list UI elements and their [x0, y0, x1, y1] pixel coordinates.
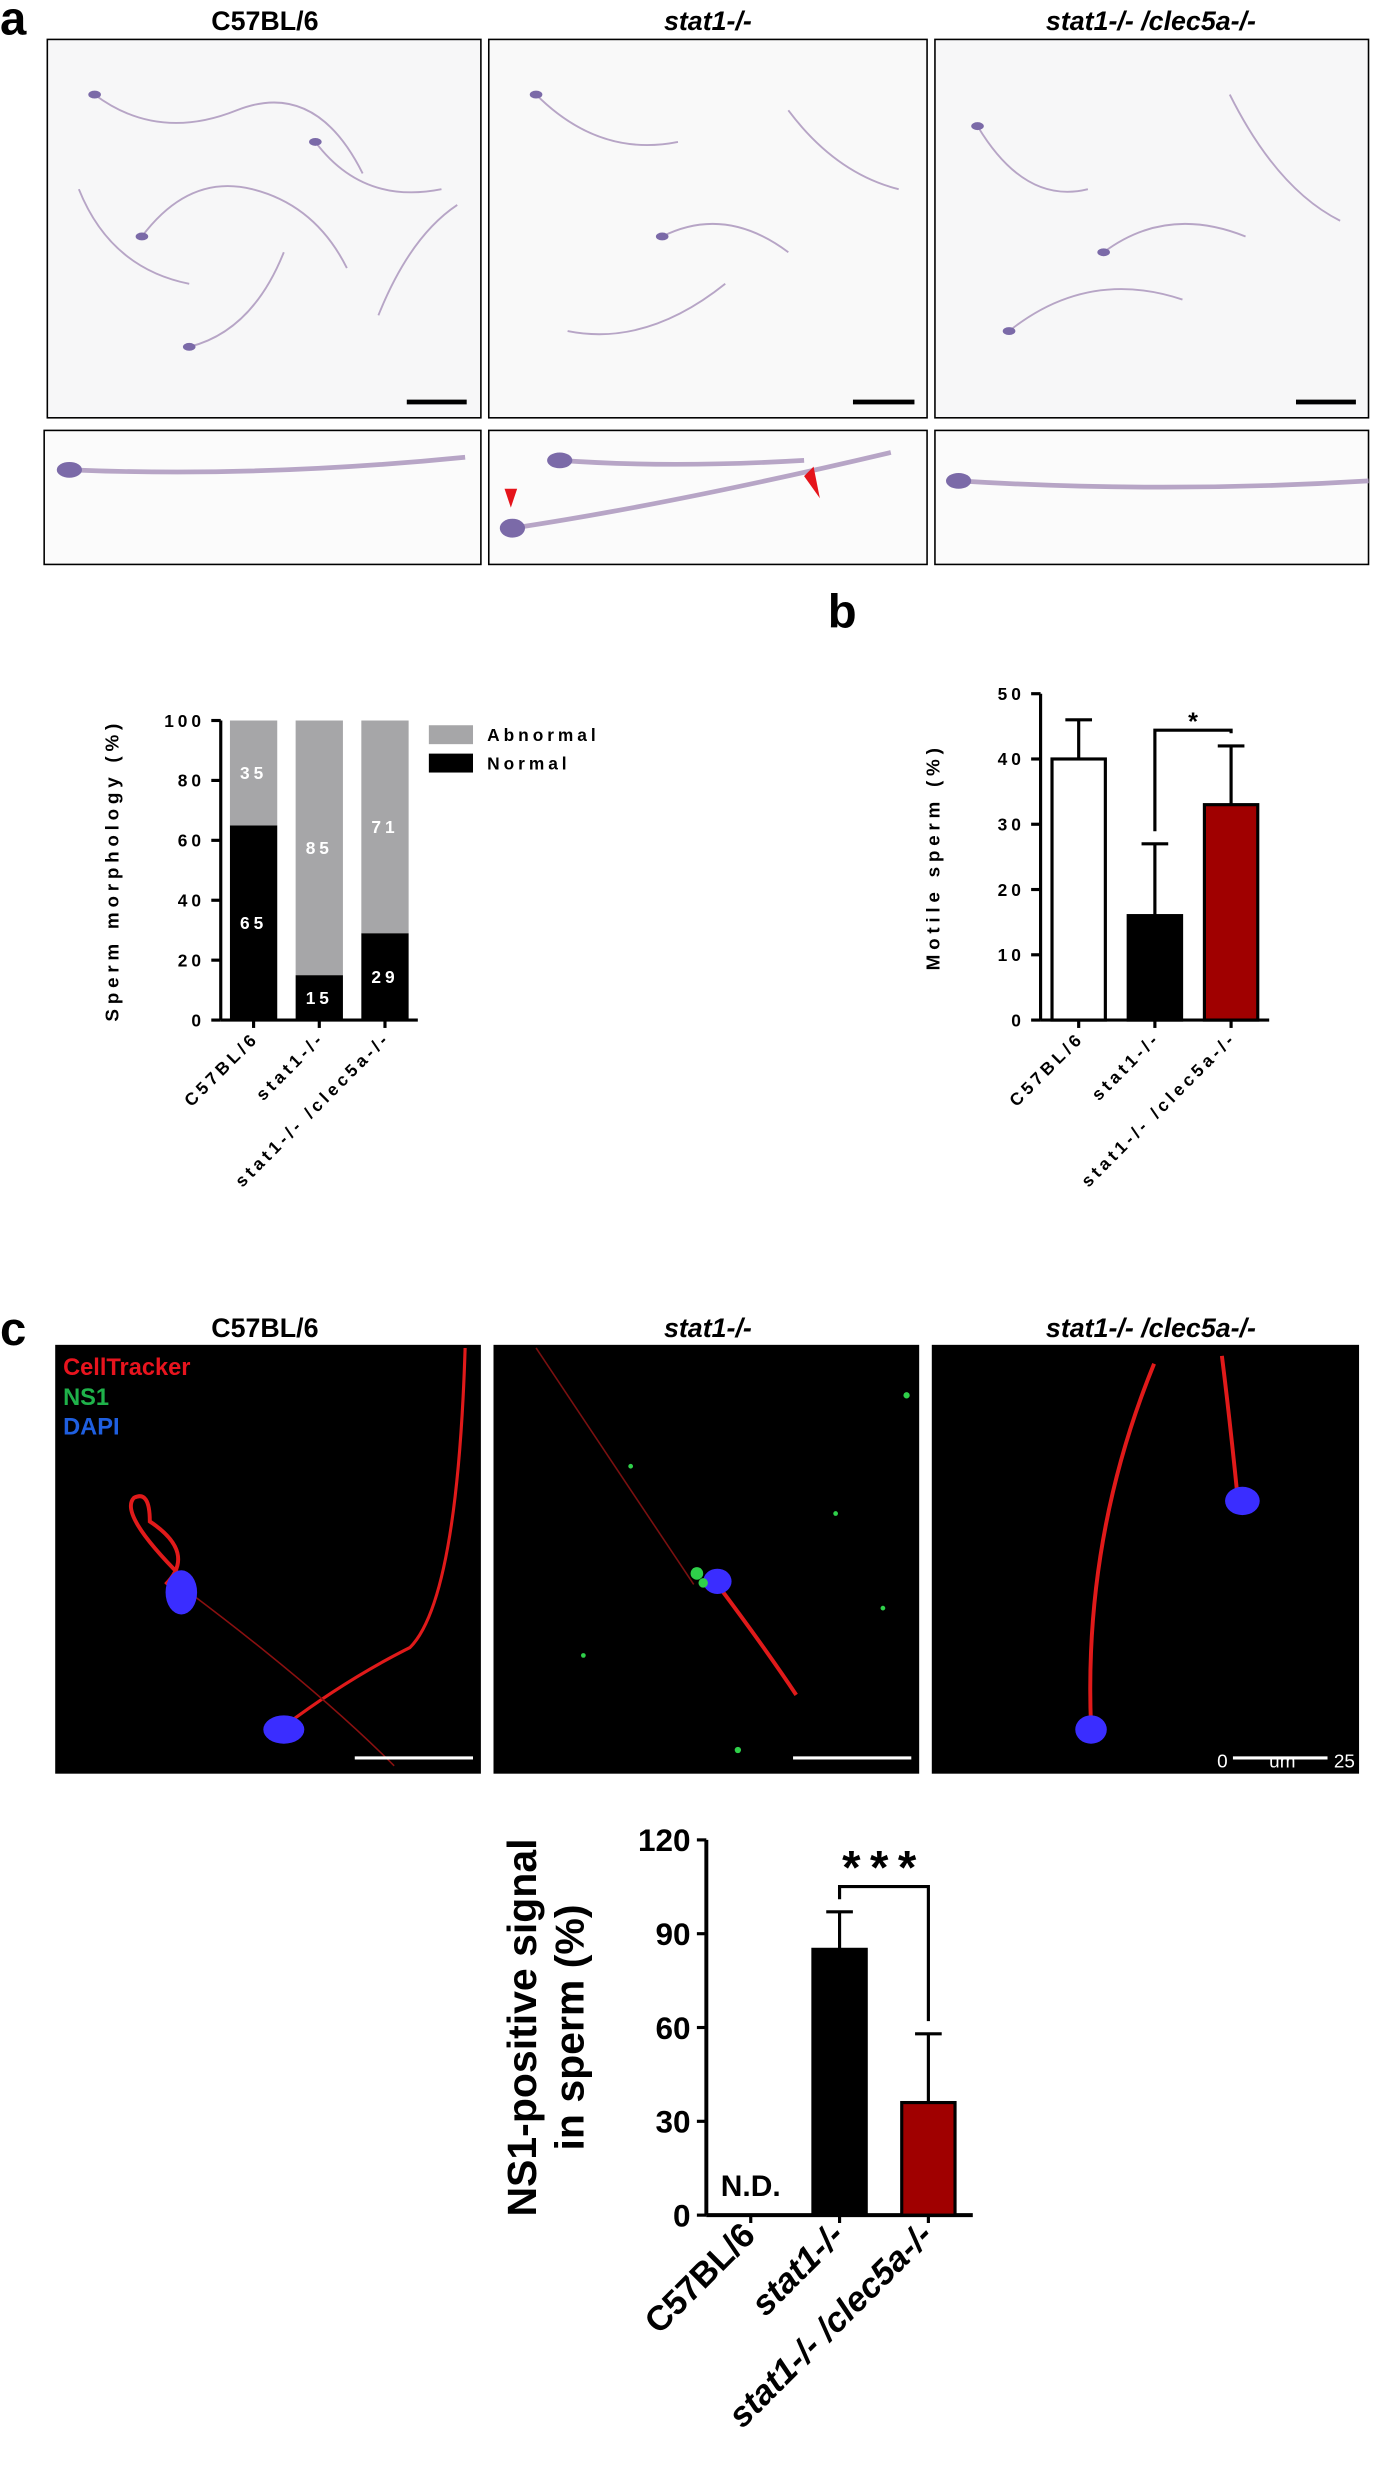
y-tick-label: 100 — [164, 711, 205, 731]
stain-label: DAPI — [63, 1415, 119, 1441]
value-label: 65 — [240, 913, 267, 933]
x-tick-label: C57BL/6 — [638, 2216, 763, 2341]
scale-label: 25 — [1334, 1751, 1355, 1772]
significance-label: *** — [842, 1841, 926, 1894]
bar — [1202, 803, 1260, 1022]
y-tick-label: 0 — [191, 1010, 205, 1030]
scale-label: um — [1269, 1751, 1295, 1772]
panel-heading: C57BL/6 — [211, 6, 318, 36]
significance-bracket — [1153, 728, 1233, 832]
value-label: N.D. — [721, 2170, 781, 2203]
stain-label: NS1 — [63, 1385, 109, 1411]
y-tick-label: 120 — [638, 1822, 691, 1858]
y-axis-label: in sperm (%) — [546, 1905, 592, 2151]
sperm-drawings — [70, 93, 1369, 531]
legend-label: Abnormal — [487, 725, 599, 745]
legend-label: Normal — [487, 753, 570, 773]
legend-swatch — [428, 725, 474, 745]
sperm-heads — [56, 90, 1110, 538]
x-tick-label: C57BL/6 — [180, 1028, 263, 1111]
panel-label: b — [828, 585, 857, 638]
value-label: 29 — [371, 967, 398, 987]
y-tick-label: 0 — [673, 2197, 691, 2233]
y-tick-label: 80 — [178, 771, 205, 791]
x-tick-label: stat1-/- /clec5a-/- — [1077, 1028, 1240, 1191]
x-tick-label: stat1-/- — [1087, 1028, 1164, 1105]
bar — [811, 1947, 868, 2217]
y-tick-label: 20 — [178, 950, 205, 970]
value-label: 35 — [240, 763, 267, 783]
micrographs-c — [55, 1344, 1360, 1774]
panel-heading: stat1-/- — [664, 6, 752, 36]
significance-bracket — [837, 1885, 930, 2022]
bar-segment — [295, 720, 343, 976]
bar-segment — [229, 825, 278, 1021]
arrows — [504, 466, 820, 508]
scale-label: 0 — [1217, 1751, 1228, 1772]
bar-segment — [295, 975, 343, 1021]
value-label: 15 — [306, 988, 333, 1008]
y-tick-label: 30 — [998, 814, 1025, 834]
y-tick-label: 10 — [998, 945, 1025, 965]
panel-heading: C57BL/6 — [211, 1313, 318, 1343]
value-label: 71 — [371, 817, 398, 837]
bar — [1126, 914, 1184, 1022]
fluorescent-sperm — [128, 1347, 1240, 1767]
y-axis-label: NS1-positive signal — [499, 1838, 545, 2216]
y-tick-label: 60 — [178, 831, 205, 851]
y-tick-label: 40 — [178, 890, 205, 910]
y-tick-label: 40 — [998, 749, 1025, 769]
chart: 0 10 20 30 40 50 C57BL/6 stat1-/-stat1-/- /clec… — [998, 684, 1270, 1191]
stain-label: CellTracker — [63, 1355, 190, 1381]
y-tick-label: 0 — [1011, 1010, 1025, 1030]
panel-label: a — [0, 0, 27, 46]
y-tick-label: 60 — [656, 2010, 691, 2046]
y-tick-label: 30 — [656, 2104, 691, 2140]
nuclei — [165, 1486, 1260, 1744]
y-tick-label: 90 — [656, 1916, 691, 1952]
significance-label: * — [1188, 708, 1198, 736]
legend-swatch — [428, 753, 474, 773]
x-tick-label: C57BL/6 — [1005, 1028, 1088, 1111]
bar — [1050, 757, 1107, 1022]
value-label: 85 — [306, 838, 333, 858]
y-tick-label: 50 — [998, 684, 1025, 704]
panel-label: c — [0, 1303, 26, 1356]
bar-segment — [361, 720, 409, 934]
panel-heading: stat1-/- /clec5a-/- — [1046, 6, 1256, 36]
y-axis-label: Sperm morphology (%) — [102, 719, 123, 1022]
bar — [900, 2100, 957, 2217]
y-tick-label: 20 — [998, 880, 1025, 900]
panel-heading: stat1-/- /clec5a-/- — [1046, 1313, 1256, 1343]
panel-heading: stat1-/- — [664, 1313, 752, 1343]
y-axis-label: Motile sperm (%) — [924, 743, 945, 970]
bar-segment — [229, 720, 278, 826]
bar-segment — [361, 933, 409, 1021]
ns1-signal — [581, 1392, 910, 1754]
